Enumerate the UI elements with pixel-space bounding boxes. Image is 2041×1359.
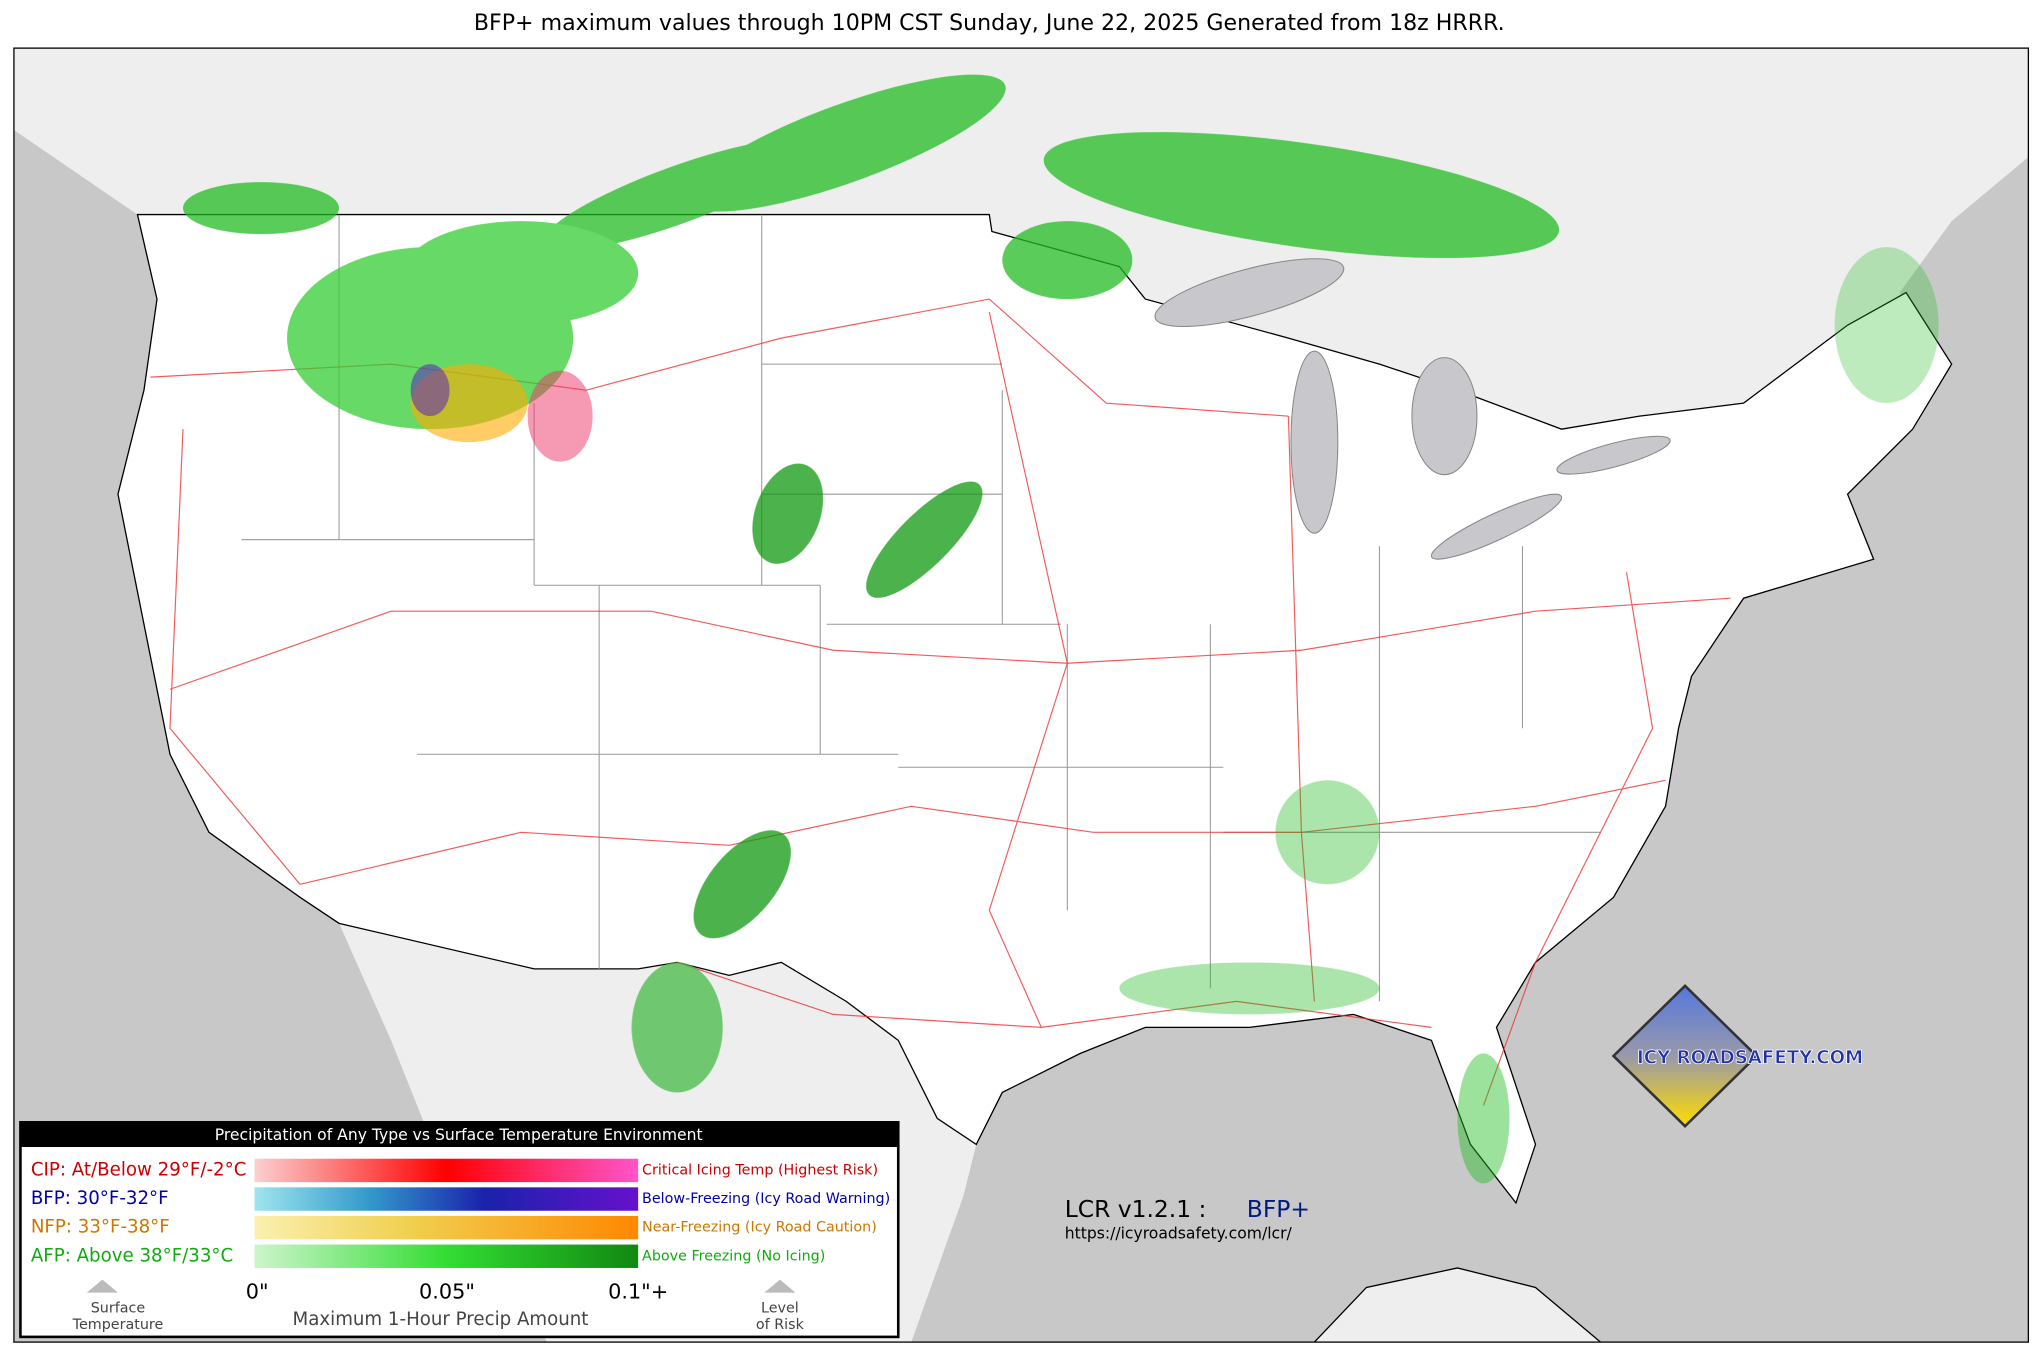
cuba [1313,1267,1602,1343]
legend-label: CIP: At/Below 29°F/-2°C [31,1159,247,1180]
legend-label: BFP: 30°F-32°F [31,1188,169,1209]
left-label: Temperature [72,1317,164,1333]
map-frame [13,47,2030,1343]
version: LCR v1.2.1 : [1065,1195,1207,1223]
footer: LCR v1.2.1 : BFP+ https://icyroadsafety.… [1065,1195,1310,1242]
legend-description: Critical Icing Temp (Highest Risk) [642,1162,878,1178]
legend-description: Above Freezing (No Icing) [642,1248,825,1264]
legend-bar [254,1158,639,1183]
great-lakes [1154,258,1671,560]
url: https://icyroadsafety.com/lcr/ [1065,1225,1293,1243]
scale-title: Maximum 1-Hour Precip Amount [293,1309,589,1330]
right-label: of Risk [756,1317,805,1333]
left-label: Surface [91,1300,146,1316]
scale-label: 0.1"+ [608,1280,668,1304]
legend-label: AFP: Above 38°F/33°C [31,1245,233,1266]
legend-description: Near-Freezing (Icy Road Caution) [642,1220,877,1236]
atlantic-gulf [911,157,2029,1343]
scale-label: 0" [246,1280,269,1304]
legend-description: Below-Freezing (Icy Road Warning) [642,1191,890,1207]
legend-label: NFP: 33°F-38°F [31,1217,170,1238]
logo: ICY ROADSAFETY.COM [1611,983,1864,1129]
legend-bar [254,1244,639,1268]
logo-text: ICY ROADSAFETY.COM [1637,1048,1863,1069]
pacific-ocean [13,130,548,1343]
scale-label: 0.05" [419,1280,475,1304]
title: BFP+ maximum values through 10PM CST Sun… [474,10,1505,36]
right-label: Level [761,1300,799,1316]
product: BFP+ [1247,1195,1310,1223]
legend-bar [254,1187,639,1211]
legend-title: Precipitation of Any Type vs Surface Tem… [215,1126,703,1144]
legend-bar [254,1215,639,1240]
legend: Precipitation of Any Type vs Surface Tem… [19,1121,900,1339]
united-states [117,213,1953,1205]
mixed-precip [410,364,593,462]
